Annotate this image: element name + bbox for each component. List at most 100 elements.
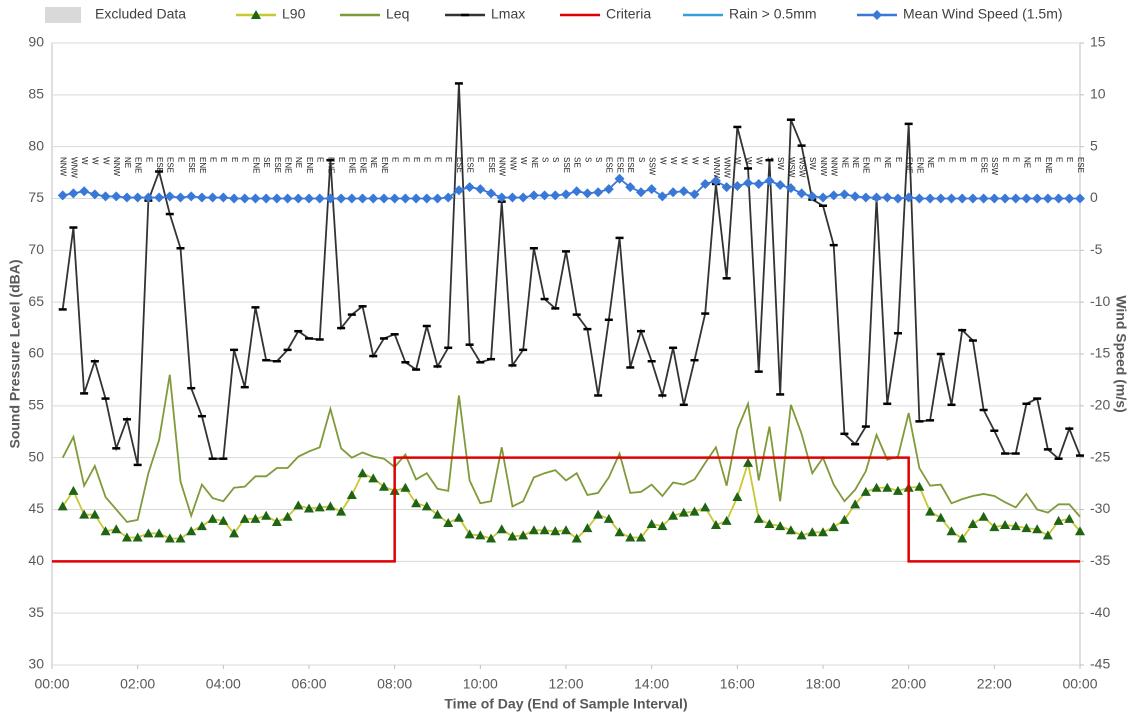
marker-triangle — [764, 519, 775, 529]
wind-direction-label: E — [241, 157, 250, 162]
marker-triangle — [957, 533, 968, 543]
marker-triangle — [251, 10, 261, 19]
marker-diamond — [668, 187, 679, 198]
marker-triangle — [496, 524, 507, 534]
marker-diamond — [796, 188, 807, 199]
wind-direction-label: ENE — [1044, 157, 1053, 173]
marker-triangle — [828, 522, 839, 532]
wind-direction-label: NE — [851, 157, 860, 168]
marker-diamond — [79, 186, 90, 197]
wind-direction-label: ESE — [487, 157, 496, 173]
marker-diamond — [304, 193, 314, 204]
wind-direction-label: W — [80, 157, 89, 165]
wind-direction-label: NW — [508, 157, 517, 171]
wind-direction-label: ESE — [273, 157, 282, 173]
marker-triangle — [368, 473, 379, 483]
marker-diamond — [229, 193, 240, 204]
marker-diamond — [818, 192, 828, 203]
marker-triangle — [528, 525, 539, 535]
legend-label: Lmax — [491, 6, 525, 22]
wind-direction-label: E — [476, 157, 485, 162]
wind-direction-label: W — [91, 157, 100, 165]
marker-triangle — [839, 514, 850, 524]
wind-direction-label: E — [947, 157, 956, 162]
marker-diamond — [400, 193, 411, 204]
marker-diamond — [293, 193, 304, 204]
wind-direction-label: E — [423, 157, 432, 162]
y2-tick-label: 0 — [1090, 189, 1098, 205]
marker-triangle — [411, 498, 422, 508]
y-tick-label: 55 — [28, 397, 44, 413]
marker-triangle — [1021, 523, 1032, 533]
wind-direction-label: SE — [262, 157, 271, 168]
marker-diamond — [218, 192, 229, 203]
marker-diamond — [828, 190, 839, 201]
marker-diamond — [89, 189, 100, 200]
series-line — [52, 456, 1080, 563]
marker-triangle — [229, 528, 240, 538]
marker-triangle — [871, 482, 882, 492]
marker-diamond — [443, 192, 454, 203]
marker-diamond — [946, 193, 957, 204]
marker-diamond — [1064, 193, 1075, 204]
marker-diamond — [807, 191, 818, 202]
marker-triangle — [79, 509, 90, 519]
marker-diamond — [207, 192, 218, 203]
wind-direction-label: E — [872, 157, 881, 162]
marker-diamond — [389, 193, 400, 204]
marker-triangle — [743, 457, 754, 467]
marker-triangle — [818, 527, 828, 537]
wind-direction-label: E — [401, 157, 410, 162]
x-tick-label: 12:00 — [548, 676, 583, 692]
marker-diamond — [700, 178, 711, 189]
wind-direction-label: W — [744, 157, 753, 165]
marker-diamond — [250, 193, 261, 204]
marker-diamond — [357, 193, 368, 204]
marker-diamond — [914, 193, 925, 204]
marker-diamond — [732, 181, 743, 192]
marker-diamond — [411, 193, 422, 204]
marker-diamond — [1021, 193, 1032, 204]
marker-triangle — [946, 526, 957, 536]
wind-direction-label: NNW — [830, 157, 839, 177]
wind-direction-label: ENE — [380, 157, 389, 173]
marker-diamond — [111, 191, 122, 202]
wind-direction-label: NNW — [819, 157, 828, 177]
wind-direction-label: E — [337, 157, 346, 162]
marker-diamond — [764, 175, 775, 186]
legend-label: Rain > 0.5mm — [729, 6, 817, 22]
marker-triangle — [432, 509, 443, 519]
marker-triangle — [239, 513, 250, 523]
marker-triangle — [1032, 524, 1043, 534]
wind-direction-label: SW — [776, 157, 785, 170]
marker-triangle — [207, 513, 218, 523]
marker-diamond — [421, 193, 432, 204]
marker-triangle — [175, 533, 186, 543]
marker-triangle — [721, 515, 732, 525]
wind-direction-label: W — [755, 157, 764, 165]
marker-triangle — [732, 492, 743, 502]
wind-direction-label: ESE — [626, 157, 635, 173]
marker-diamond — [175, 192, 186, 203]
y2-tick-label: -30 — [1090, 500, 1110, 516]
wind-direction-label: ENE — [198, 157, 207, 173]
marker-triangle — [271, 516, 282, 526]
marker-triangle — [689, 506, 700, 516]
marker-diamond — [143, 192, 154, 203]
marker-triangle — [967, 519, 978, 529]
wind-direction-label: WSW — [797, 157, 806, 178]
x-tick-label: 02:00 — [120, 676, 155, 692]
marker-triangle — [657, 521, 668, 531]
y2-axis-title: Wind Speed (m/s) — [1113, 295, 1129, 412]
marker-diamond — [550, 190, 561, 201]
marker-diamond — [925, 193, 936, 204]
marker-triangle — [625, 532, 636, 542]
wind-direction-label: SW — [808, 157, 817, 170]
marker-diamond — [507, 192, 518, 203]
marker-diamond — [336, 193, 347, 204]
x-axis-title: Time of Day (End of Sample Interval) — [444, 696, 687, 712]
marker-triangle — [1053, 515, 1064, 525]
marker-diamond — [464, 182, 475, 193]
marker-triangle — [304, 503, 314, 513]
y-tick-label: 70 — [28, 241, 44, 257]
